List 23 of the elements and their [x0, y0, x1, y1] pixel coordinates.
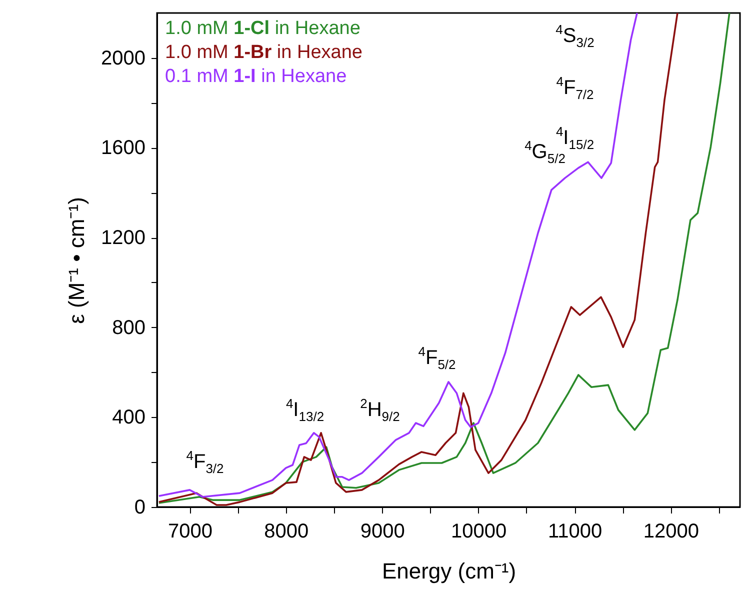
y-tick-label: 400: [112, 406, 146, 429]
text: 1.0 mM 1-Cl in Hexane: [165, 18, 360, 39]
annotation: $^{4}$I$_{13/2}$: [286, 396, 324, 424]
y-axis-title: ε (M⁻¹ • cm⁻¹): [64, 197, 90, 324]
y-tick-label: 2000: [101, 47, 146, 70]
y-tick-label: 0: [134, 496, 146, 518]
annotation: $^{4}$F$_{3/2}$: [186, 448, 224, 476]
annotation: $^{4}$S$_{3/2}$: [556, 22, 594, 50]
x-tick-label: 9000: [360, 520, 405, 542]
annotation: $^{4}$F$_{7/2}$: [556, 74, 594, 102]
y-tick-label: 1200: [101, 227, 146, 250]
x-tick-label: 10000: [451, 520, 507, 542]
x-tick-label: 7000: [168, 520, 212, 542]
annotation: $^{4}$F$_{5/2}$: [418, 344, 456, 372]
x-axis-title: Energy (cm⁻¹): [382, 558, 516, 584]
y-tick-label: 800: [112, 316, 146, 339]
annotation: $^{2}$H$_{9/2}$: [360, 396, 400, 424]
text: 0.1 mM 1-I in Hexane: [165, 66, 347, 87]
x-tick-label: 12000: [643, 520, 700, 542]
x-tick-label: 8000: [264, 520, 309, 542]
text: 1.0 mM 1-Br in Hexane: [165, 42, 363, 63]
y-tick-label: 1600: [101, 137, 146, 160]
x-tick-label: 11000: [548, 520, 602, 542]
